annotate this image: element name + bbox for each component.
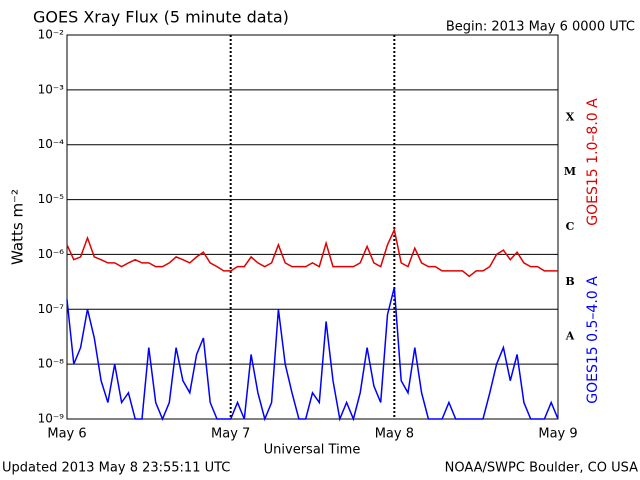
source: NOAA/SWPC Boulder, CO USA bbox=[445, 461, 638, 476]
y-tick-label: 10⁻⁶ bbox=[38, 247, 65, 261]
y-tick-label: 10⁻⁴ bbox=[38, 137, 65, 151]
series-line bbox=[66, 287, 559, 422]
y-tick-label: 10⁻³ bbox=[38, 82, 65, 96]
flare-class: M bbox=[564, 165, 576, 178]
legend-label: GOES15 1.0–8.0 A bbox=[585, 98, 601, 226]
x-tick-label: May 6 bbox=[47, 427, 86, 442]
y-tick-label: 10⁻² bbox=[38, 28, 65, 42]
flare-class: A bbox=[565, 330, 575, 343]
flare-class: B bbox=[565, 275, 574, 288]
y-tick-label: 10⁻⁸ bbox=[38, 357, 65, 371]
y-tick-label: 10⁻⁹ bbox=[38, 412, 65, 426]
chart-title: GOES Xray Flux (5 minute data) bbox=[33, 8, 289, 27]
x-axis-label: Universal Time bbox=[264, 443, 361, 458]
x-tick-label: May 8 bbox=[375, 427, 414, 442]
flare-class: C bbox=[566, 220, 575, 233]
x-tick-label: May 7 bbox=[211, 427, 250, 442]
y-tick-label: 10⁻⁷ bbox=[38, 302, 65, 316]
flare-class: X bbox=[566, 110, 575, 123]
x-tick-label: May 9 bbox=[538, 427, 577, 442]
y-tick-label: 10⁻⁵ bbox=[38, 192, 65, 206]
updated: Updated 2013 May 8 23:55:11 UTC bbox=[2, 461, 230, 476]
legend-label: GOES15 0.5–4.0 A bbox=[585, 276, 601, 404]
y-axis-label: Watts m⁻² bbox=[9, 189, 27, 265]
series-line bbox=[66, 227, 558, 278]
begin-time: Begin: 2013 May 6 0000 UTC bbox=[446, 20, 635, 35]
plot-frame bbox=[66, 34, 559, 420]
